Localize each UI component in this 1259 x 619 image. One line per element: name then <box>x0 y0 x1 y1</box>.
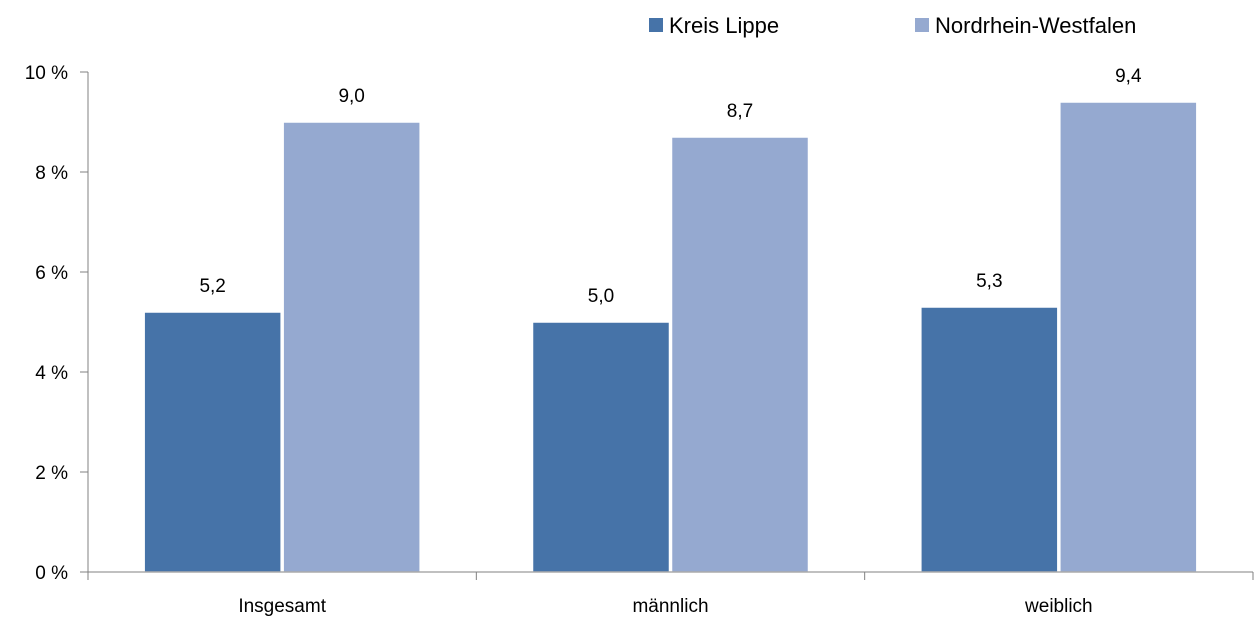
y-tick-label: 0 % <box>35 563 68 584</box>
y-tick-label: 10 % <box>25 63 68 84</box>
x-axis: Insgesamt männlich weiblich <box>87 571 1254 617</box>
x-tick-label: Insgesamt <box>238 596 326 617</box>
legend-label: Kreis Lippe <box>669 13 779 38</box>
y-tick-label: 4 % <box>35 363 68 384</box>
legend-swatch <box>649 18 663 32</box>
bar <box>531 321 671 573</box>
data-label: 8,7 <box>727 101 753 122</box>
data-label: 9,4 <box>1115 66 1142 87</box>
y-tick-label: 6 % <box>35 263 68 284</box>
bars: 5,2 9,0 5,0 8,7 5,3 9,4 <box>143 66 1198 573</box>
y-axis: 0 % 2 % 4 % 6 % 8 % 10 % <box>25 63 89 584</box>
bar <box>920 306 1059 573</box>
legend-swatch <box>915 18 929 32</box>
data-label: 5,2 <box>199 276 225 297</box>
data-label: 5,0 <box>588 286 614 307</box>
x-tick-label: weiblich <box>1024 596 1093 617</box>
bar <box>670 136 810 573</box>
bar <box>1059 101 1198 573</box>
bar <box>143 311 282 573</box>
x-tick-label: männlich <box>632 596 708 617</box>
data-label: 9,0 <box>338 86 364 107</box>
data-label: 5,3 <box>976 271 1002 292</box>
y-tick-label: 8 % <box>35 163 68 184</box>
legend-label: Nordrhein-Westfalen <box>935 13 1136 38</box>
y-tick-label: 2 % <box>35 463 68 484</box>
bar <box>282 121 421 573</box>
legend: Kreis Lippe Nordrhein-Westfalen <box>649 13 1136 38</box>
